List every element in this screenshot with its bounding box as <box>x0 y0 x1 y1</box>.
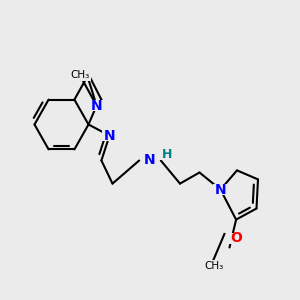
Text: N: N <box>144 154 156 167</box>
Text: N: N <box>91 99 102 112</box>
Text: O: O <box>230 232 242 245</box>
Text: N: N <box>215 183 226 196</box>
FancyBboxPatch shape <box>160 148 175 160</box>
FancyBboxPatch shape <box>229 232 244 244</box>
FancyBboxPatch shape <box>142 154 158 166</box>
Text: H: H <box>162 148 172 161</box>
Text: CH₃: CH₃ <box>204 261 223 271</box>
FancyBboxPatch shape <box>102 130 117 142</box>
Text: CH₃: CH₃ <box>70 70 89 80</box>
Text: N: N <box>104 129 115 142</box>
FancyBboxPatch shape <box>213 184 228 196</box>
FancyBboxPatch shape <box>89 100 104 112</box>
